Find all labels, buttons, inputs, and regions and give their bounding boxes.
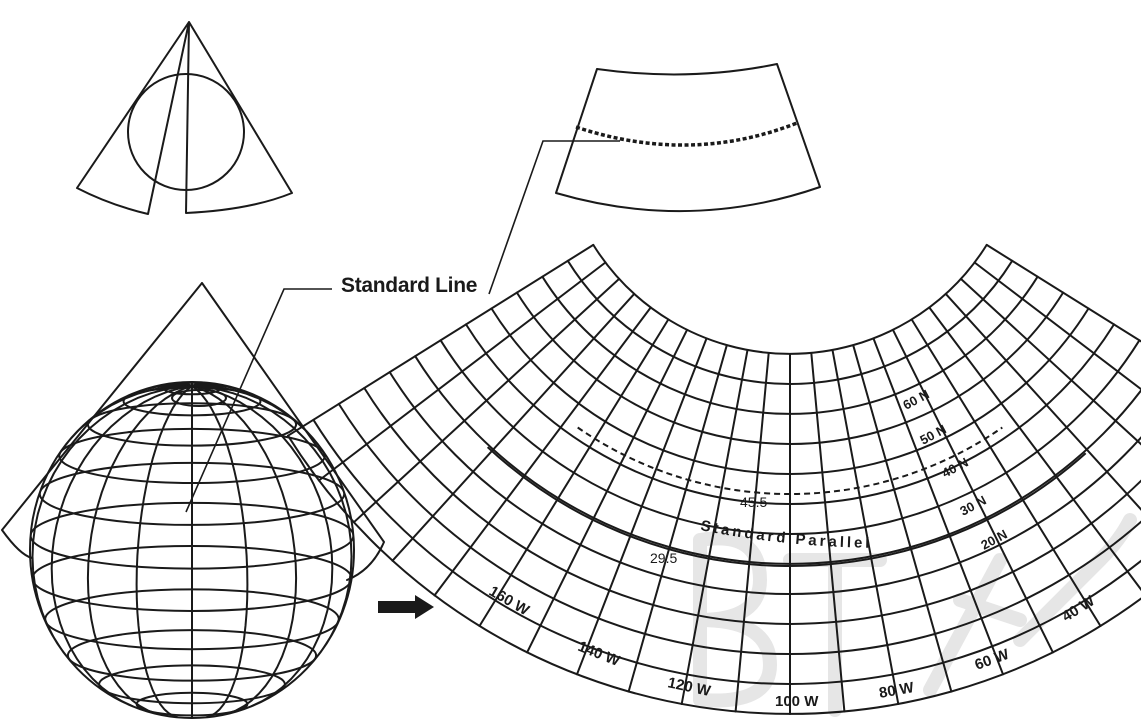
grid-meridian-line bbox=[734, 352, 770, 713]
longitude-label: 140 W bbox=[576, 638, 623, 670]
globe-pole-cap bbox=[171, 389, 227, 407]
projected-grid bbox=[287, 243, 1141, 715]
globe-meridian bbox=[31, 385, 193, 662]
grid-parallel-arc bbox=[388, 371, 1141, 595]
grid-parallel-arc bbox=[592, 243, 988, 355]
grid-meridian-line bbox=[973, 261, 1141, 391]
grid-meridian-line bbox=[391, 292, 636, 562]
grid-meridian-line bbox=[892, 328, 1054, 654]
grid-meridian-line bbox=[317, 261, 607, 482]
globe-meridian bbox=[60, 385, 193, 452]
grid-meridian-line bbox=[810, 352, 846, 713]
unrolled-cone-strip bbox=[555, 63, 821, 213]
standard-parallel-lower bbox=[486, 446, 1087, 567]
globe-with-cone bbox=[1, 282, 385, 719]
cone-outline bbox=[76, 21, 293, 215]
globe-meridian bbox=[86, 385, 193, 717]
tangent-cone bbox=[1, 282, 385, 581]
globe-meridian bbox=[191, 384, 253, 395]
grid-meridian-line bbox=[627, 344, 728, 693]
grid-meridian-line bbox=[478, 318, 670, 627]
grid-meridian-line bbox=[831, 349, 900, 705]
leader-line-strip bbox=[488, 140, 620, 295]
globe-meridian bbox=[50, 385, 193, 708]
globe-meridian bbox=[191, 382, 203, 387]
longitude-label: 60 W bbox=[973, 646, 1013, 674]
grid-meridian-line bbox=[287, 243, 595, 437]
grid-meridian-line bbox=[985, 243, 1141, 343]
grid-meridian-line bbox=[959, 277, 1141, 446]
longitude-label: 160 W bbox=[486, 583, 533, 620]
grid-meridian-line bbox=[352, 277, 621, 524]
grid-meridian-line bbox=[576, 337, 708, 676]
globe-meridian bbox=[135, 385, 193, 718]
standard-parallel-upper bbox=[577, 426, 1003, 495]
cone-tangent-figure bbox=[76, 21, 293, 215]
longitude-labels: 160 W 140 W 120 W 100 W 80 W 60 W 40 W bbox=[486, 583, 1099, 710]
longitude-label: 80 W bbox=[878, 679, 916, 702]
globe-graticule bbox=[30, 382, 354, 718]
leader-line-globe bbox=[185, 288, 332, 513]
longitude-label: 100 W bbox=[775, 693, 819, 710]
globe-meridian bbox=[191, 385, 249, 718]
grid-meridian-line bbox=[944, 292, 1141, 511]
standard-line-label: Standard Line bbox=[341, 274, 477, 297]
grid-meridian-line bbox=[680, 349, 749, 705]
grid-meridian-line bbox=[872, 337, 1004, 676]
globe-meridian bbox=[191, 385, 298, 717]
grid-meridian-line bbox=[852, 344, 953, 693]
standard-line-dashed bbox=[575, 121, 798, 147]
grid-meridian-line bbox=[526, 328, 688, 654]
parallel-value-upper: 45.5 bbox=[740, 494, 767, 510]
globe-meridian bbox=[191, 382, 220, 387]
grid-meridian-line bbox=[910, 318, 1102, 627]
standard-parallel-label: Standard Parallel bbox=[699, 517, 872, 552]
parallel-value-lower: 29.5 bbox=[650, 550, 677, 566]
grid-meridian-line bbox=[433, 306, 652, 597]
standard-parallel-text: Standard Parallel bbox=[699, 517, 869, 552]
globe-meridian bbox=[191, 385, 353, 662]
globe-meridian bbox=[191, 385, 334, 708]
grid-meridian-line bbox=[928, 306, 1141, 592]
arrow-icon bbox=[378, 595, 434, 619]
latitude-labels: 60 N 50 N 40 N 30 N 20 N bbox=[900, 387, 1009, 553]
grid-parallel-arc bbox=[287, 434, 1141, 715]
